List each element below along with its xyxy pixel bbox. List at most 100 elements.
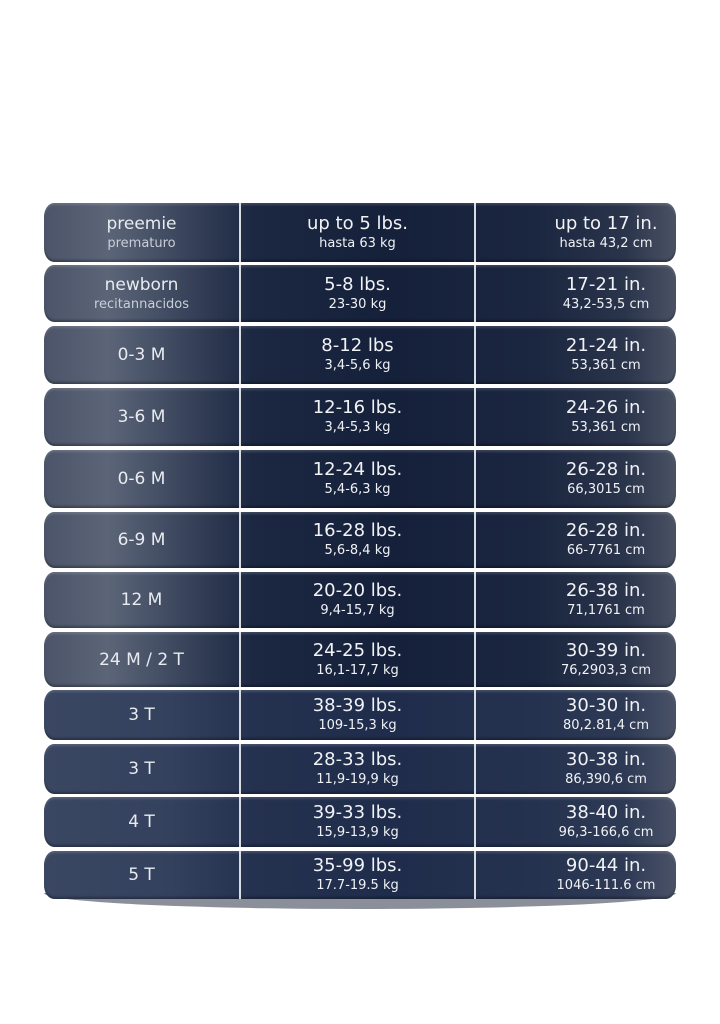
- height-metric: 96,3-166,6 cm: [558, 825, 654, 840]
- size-row: 3 T 28-33 lbs. 11,9-19,9 kg 30-38 in. 86…: [44, 744, 676, 794]
- size-cell: 5 T: [44, 851, 239, 899]
- weight-cell: 35-99 lbs. 17.7-19.5 kg: [241, 851, 474, 899]
- column-divider: [239, 690, 241, 740]
- size-cell: 24 M / 2 T: [44, 632, 239, 687]
- size-label-spanish: recitannacidos: [93, 296, 190, 312]
- height-imperial: 90-44 in.: [565, 855, 647, 876]
- column-divider: [239, 572, 241, 628]
- size-cell: 4 T: [44, 797, 239, 847]
- weight-imperial: 5-8 lbs.: [324, 273, 391, 295]
- column-divider: [239, 797, 241, 847]
- height-cell: 26-38 in. 71,1761 cm: [476, 572, 676, 628]
- column-divider: [239, 326, 241, 384]
- size-row: newborn recitannacidos 5-8 lbs. 23-30 kg…: [44, 265, 676, 322]
- height-metric: 53,361 cm: [571, 358, 641, 373]
- weight-metric: 5,4-6,3 kg: [324, 482, 391, 497]
- weight-imperial: 24-25 lbs.: [312, 639, 403, 661]
- weight-imperial: 28-33 lbs.: [312, 749, 403, 770]
- size-row: preemie prematuro up to 5 lbs. hasta 63 …: [44, 203, 676, 262]
- size-row: 5 T 35-99 lbs. 17.7-19.5 kg 90-44 in. 10…: [44, 851, 676, 899]
- height-metric: 53,361 cm: [571, 420, 641, 435]
- height-imperial: 30-30 in.: [565, 695, 647, 716]
- height-cell: 30-39 in. 76,2903,3 cm: [476, 632, 676, 687]
- size-cell: 12 M: [44, 572, 239, 628]
- weight-metric: 15,9-13,9 kg: [316, 825, 399, 840]
- size-cell: 6-9 M: [44, 512, 239, 568]
- height-cell: 30-30 in. 80,2.81,4 cm: [476, 690, 676, 740]
- column-divider: [239, 265, 241, 322]
- weight-metric: 3,4-5,6 kg: [324, 358, 391, 373]
- column-divider: [474, 450, 476, 508]
- height-imperial: up to 17 in.: [554, 212, 658, 234]
- height-cell: 24-26 in. 53,361 cm: [476, 388, 676, 446]
- height-imperial: 21-24 in.: [565, 335, 647, 356]
- height-metric: 1046-111.6 cm: [556, 878, 656, 893]
- size-row: 6-9 M 16-28 lbs. 5,6-8,4 kg 26-28 in. 66…: [44, 512, 676, 568]
- weight-metric: 16,1-17,7 kg: [316, 662, 399, 678]
- column-divider: [239, 744, 241, 794]
- size-row: 12 M 20-20 lbs. 9,4-15,7 kg 26-38 in. 71…: [44, 572, 676, 628]
- size-label: 3-6 M: [117, 407, 166, 427]
- height-imperial: 30-39 in.: [565, 639, 647, 661]
- weight-metric: 23-30 kg: [328, 296, 387, 312]
- height-cell: 17-21 in. 43,2-53,5 cm: [476, 265, 676, 322]
- weight-cell: 20-20 lbs. 9,4-15,7 kg: [241, 572, 474, 628]
- height-metric: 71,1761 cm: [567, 603, 645, 618]
- column-divider: [474, 690, 476, 740]
- weight-metric: hasta 63 kg: [319, 235, 396, 251]
- weight-imperial: 38-39 lbs.: [312, 695, 403, 716]
- size-row: 4 T 39-33 lbs. 15,9-13,9 kg 38-40 in. 96…: [44, 797, 676, 847]
- weight-imperial: 8-12 lbs: [321, 335, 394, 356]
- height-cell: 26-28 in. 66,3015 cm: [476, 450, 676, 508]
- column-divider: [474, 851, 476, 899]
- size-cell: newborn recitannacidos: [44, 265, 239, 322]
- size-label: 12 M: [120, 590, 163, 610]
- height-metric: 43,2-53,5 cm: [562, 296, 650, 312]
- column-divider: [474, 632, 476, 687]
- height-imperial: 17-21 in.: [565, 273, 647, 295]
- height-cell: 38-40 in. 96,3-166,6 cm: [476, 797, 676, 847]
- size-label: 3 T: [128, 705, 155, 725]
- column-divider: [474, 744, 476, 794]
- column-divider: [239, 450, 241, 508]
- weight-metric: 17.7-19.5 kg: [316, 878, 399, 893]
- height-cell: 30-38 in. 86,390,6 cm: [476, 744, 676, 794]
- column-divider: [474, 203, 476, 262]
- weight-cell: 12-24 lbs. 5,4-6,3 kg: [241, 450, 474, 508]
- size-label-spanish: prematuro: [107, 235, 176, 251]
- weight-cell: 12-16 lbs. 3,4-5,3 kg: [241, 388, 474, 446]
- weight-metric: 109-15,3 kg: [318, 718, 397, 733]
- height-metric: 66-7761 cm: [566, 543, 646, 558]
- height-imperial: 24-26 in.: [565, 397, 647, 418]
- height-metric: 76,2903,3 cm: [560, 662, 652, 678]
- height-cell: 90-44 in. 1046-111.6 cm: [476, 851, 676, 899]
- size-row: 3 T 38-39 lbs. 109-15,3 kg 30-30 in. 80,…: [44, 690, 676, 740]
- weight-imperial: up to 5 lbs.: [306, 212, 409, 234]
- size-row: 3-6 M 12-16 lbs. 3,4-5,3 kg 24-26 in. 53…: [44, 388, 676, 446]
- height-metric: 86,390,6 cm: [565, 772, 647, 787]
- size-cell: 3 T: [44, 690, 239, 740]
- size-label: 5 T: [128, 865, 155, 885]
- size-cell: 3 T: [44, 744, 239, 794]
- size-cell: 0-6 M: [44, 450, 239, 508]
- weight-cell: 39-33 lbs. 15,9-13,9 kg: [241, 797, 474, 847]
- column-divider: [239, 851, 241, 899]
- weight-cell: 24-25 lbs. 16,1-17,7 kg: [241, 632, 474, 687]
- column-divider: [239, 388, 241, 446]
- size-label: 24 M / 2 T: [99, 649, 184, 670]
- column-divider: [474, 572, 476, 628]
- weight-cell: 8-12 lbs 3,4-5,6 kg: [241, 326, 474, 384]
- weight-imperial: 12-16 lbs.: [312, 397, 403, 418]
- size-label: preemie: [106, 213, 177, 234]
- size-row: 0-6 M 12-24 lbs. 5,4-6,3 kg 26-28 in. 66…: [44, 450, 676, 508]
- height-cell: 21-24 in. 53,361 cm: [476, 326, 676, 384]
- column-divider: [239, 632, 241, 687]
- size-label: 4 T: [128, 812, 155, 832]
- weight-imperial: 35-99 lbs.: [312, 855, 403, 876]
- weight-imperial: 20-20 lbs.: [312, 580, 403, 601]
- height-imperial: 26-38 in.: [565, 580, 647, 601]
- column-divider: [239, 203, 241, 262]
- height-imperial: 38-40 in.: [565, 802, 647, 823]
- weight-cell: 5-8 lbs. 23-30 kg: [241, 265, 474, 322]
- weight-metric: 3,4-5,3 kg: [324, 420, 391, 435]
